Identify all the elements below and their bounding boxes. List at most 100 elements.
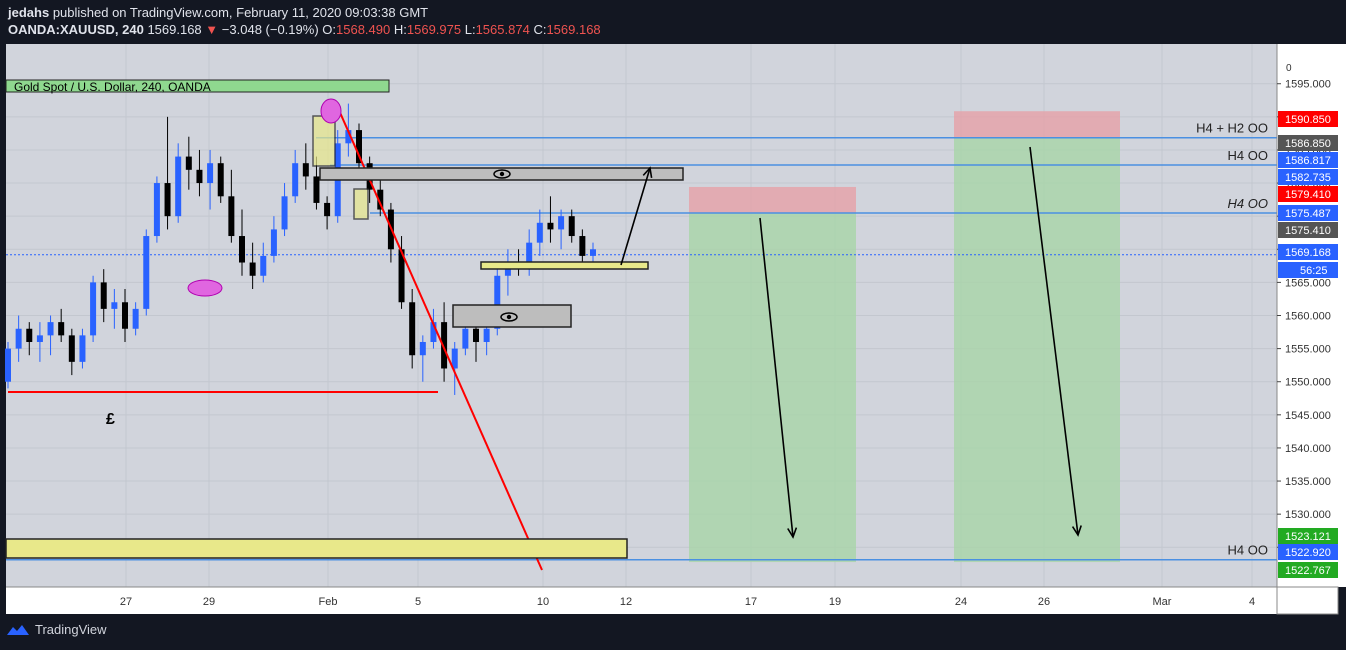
candle-body — [58, 322, 65, 336]
time-tick-label: 26 — [1038, 596, 1050, 608]
close-value: 1569.168 — [546, 22, 601, 37]
price-tick-label: 1540.000 — [1285, 443, 1331, 455]
candle-body — [462, 328, 469, 349]
watch-zone — [452, 304, 572, 328]
price-tick-label: 1560.000 — [1285, 311, 1331, 323]
candle-body — [111, 302, 118, 309]
price-tag-label: 1523.121 — [1285, 531, 1331, 543]
candle-body — [153, 183, 160, 237]
price-tag-label: 1569.168 — [1285, 247, 1331, 259]
candle-body — [196, 169, 203, 184]
arrow-line — [759, 217, 794, 538]
candle-body — [207, 163, 214, 184]
candle-body — [324, 202, 331, 217]
axis-corner — [1276, 586, 1339, 615]
candle-body — [292, 163, 299, 197]
text-annotation: £ — [106, 411, 115, 428]
candle-body — [122, 302, 128, 329]
candle-body — [568, 216, 575, 237]
price-tag-label: 1522.767 — [1285, 565, 1331, 577]
demand-zone — [5, 538, 628, 559]
price-tag-label: 1586.817 — [1285, 155, 1331, 167]
price-tag-label: 1586.850 — [1285, 138, 1331, 150]
price-tag-label: 1575.410 — [1285, 225, 1331, 237]
candle-body — [473, 328, 479, 342]
price-tag — [1278, 544, 1338, 560]
time-tick-label: Mar — [1153, 596, 1172, 608]
eye-icon — [506, 314, 512, 320]
candle-body — [47, 322, 54, 336]
price-tag — [1278, 135, 1338, 151]
candle-body — [100, 282, 107, 309]
price-tick-label: 1555.000 — [1285, 344, 1331, 356]
candle-body — [143, 236, 150, 309]
candle-body — [5, 348, 11, 382]
footer-brand[interactable]: TradingView — [6, 622, 107, 637]
price-tag-label: 1575.487 — [1285, 208, 1331, 220]
candle-body — [441, 322, 448, 369]
time-tick-label: 27 — [120, 596, 132, 608]
candle-body — [26, 328, 33, 342]
candle-body — [132, 308, 139, 329]
price-tick-label: 1535.000 — [1285, 476, 1331, 488]
demand-zone — [480, 261, 649, 270]
publish-line: jedahs published on TradingView.com, Feb… — [8, 4, 601, 21]
highlight-box — [353, 188, 369, 220]
level-label: H4 OO — [1228, 148, 1268, 163]
brand-name: TradingView — [35, 622, 107, 637]
eye-icon — [493, 169, 511, 179]
candle-body — [419, 341, 426, 356]
low-label: L: — [464, 22, 476, 37]
price-tick-label: 1595.000 — [1285, 79, 1331, 91]
low-value: 1565.874 — [475, 22, 530, 37]
open-label: O: — [322, 22, 337, 37]
candle-body — [270, 229, 277, 256]
level-label: H4 OO — [1228, 196, 1268, 211]
time-tick-label: Feb — [319, 596, 338, 608]
arrow-line — [1029, 146, 1079, 536]
candle-body — [217, 163, 224, 197]
stop-loss-zone — [954, 111, 1120, 138]
close-label: C: — [533, 22, 547, 37]
candle-body — [164, 183, 171, 217]
highlight-box — [312, 115, 336, 167]
price-tick-label: 1530.000 — [1285, 509, 1331, 521]
price-tag — [1278, 186, 1338, 202]
arrow-head — [787, 527, 798, 539]
time-tick-label: 24 — [955, 596, 967, 608]
time-tick-label: 4 — [1249, 596, 1255, 608]
last-price: 1569.168 — [147, 22, 202, 37]
price-tick-label: 1565.000 — [1285, 277, 1331, 289]
time-tick-label: 5 — [415, 596, 421, 608]
price-tick-label: 1550.000 — [1285, 377, 1331, 389]
candle-body — [483, 328, 490, 342]
candle-body — [409, 302, 416, 356]
price-tag-label: 1579.410 — [1285, 189, 1331, 201]
price-tick-label: 1545.000 — [1285, 410, 1331, 422]
price-tag — [1278, 562, 1338, 578]
candle-body — [36, 335, 43, 342]
author-name[interactable]: jedahs — [8, 5, 50, 20]
open-value: 1568.490 — [336, 22, 391, 37]
candle-body — [536, 222, 543, 243]
price-tag — [1278, 244, 1338, 260]
time-tick-label: 12 — [620, 596, 632, 608]
price-tag-label: 1522.920 — [1285, 547, 1331, 559]
symbol-label: OANDA:XAUUSD, 240 — [8, 22, 144, 37]
price-tag — [1278, 528, 1338, 544]
candle-body — [526, 242, 533, 270]
tradingview-logo-icon — [7, 624, 29, 635]
price-tag-label: 1582.735 — [1285, 172, 1331, 184]
candle-body — [302, 163, 309, 177]
candle-body — [579, 236, 586, 256]
candle-body — [590, 249, 596, 256]
candle-body — [494, 275, 501, 329]
price-tag — [1278, 169, 1338, 185]
candle-body — [90, 282, 97, 336]
countdown-tag — [1278, 262, 1338, 278]
candle-body — [451, 348, 458, 369]
eye-icon — [499, 171, 505, 177]
publish-info: published on TradingView.com, February 1… — [52, 5, 429, 20]
time-tick-label: 19 — [829, 596, 841, 608]
